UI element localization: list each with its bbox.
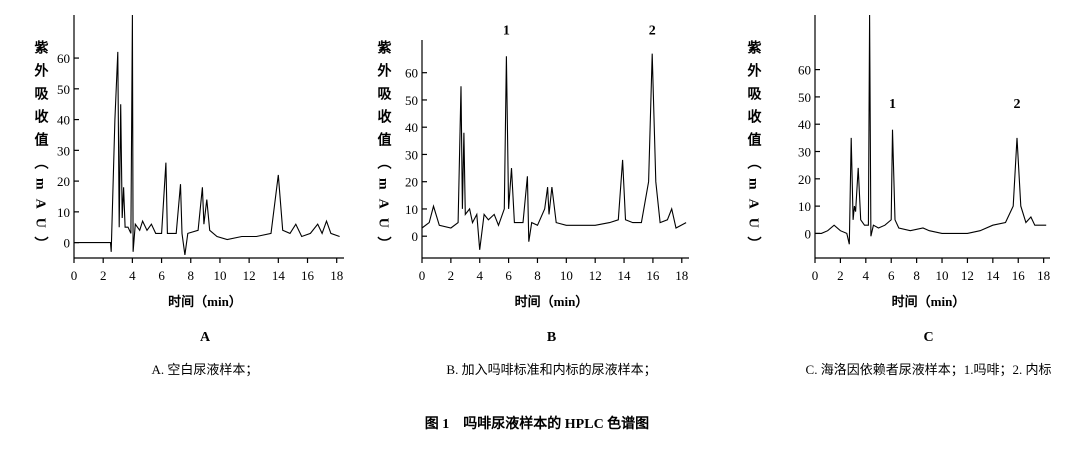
x-axis-label: 时间（min） [515,294,589,309]
figure-title: 图 1 吗啡尿液样本的 HPLC 色谱图 [425,415,649,432]
y-axis-label: 紫外吸收值（mAU） [376,39,393,260]
chromatogram-trace [421,53,687,250]
x-tick-label: 2 [448,268,455,283]
y-tick-label: 40 [798,117,811,132]
x-tick-label: 18 [1037,268,1050,283]
x-tick-label: 12 [961,268,974,283]
x-tick-label: 14 [272,268,286,283]
peak-label: 2 [649,24,656,39]
y-tick-label: 30 [57,143,70,158]
x-tick-label: 10 [936,268,949,283]
x-tick-label: 18 [675,268,688,283]
x-tick-label: 14 [986,268,1000,283]
panel-letter: B [547,330,556,345]
x-tick-label: 10 [560,268,573,283]
x-tick-label: 6 [158,268,165,283]
y-tick-label: 20 [57,174,70,189]
y-tick-label: 40 [57,113,70,128]
y-tick-label: 10 [405,202,418,217]
y-tick-label: 40 [405,120,418,135]
x-tick-label: 8 [534,268,541,283]
x-tick-label: 2 [837,268,844,283]
y-tick-label: 0 [64,236,71,251]
panel-caption: C. 海洛因依赖者尿液样本；1.吗啡；2. 内标 [806,362,1052,378]
peak-label: 1 [889,97,896,112]
y-tick-label: 30 [798,145,811,160]
x-tick-label: 2 [100,268,107,283]
x-tick-label: 16 [646,268,660,283]
y-tick-label: 30 [405,147,418,162]
y-tick-label: 20 [405,175,418,190]
y-tick-label: 60 [405,66,418,81]
y-tick-label: 50 [57,82,70,97]
panel-caption: A. 空白尿液样本； [152,362,259,378]
y-tick-label: 60 [57,51,70,66]
peak-label: 2 [1013,97,1020,112]
y-tick-label: 10 [798,199,811,214]
x-tick-label: 8 [188,268,195,283]
x-tick-label: 18 [330,268,343,283]
x-tick-label: 10 [213,268,226,283]
x-tick-label: 4 [476,268,483,283]
y-tick-label: 50 [798,90,811,105]
chromatogram-trace [74,14,340,255]
x-tick-label: 12 [589,268,602,283]
panel-letter: C [923,330,933,345]
x-axis-label: 时间（min） [892,294,966,309]
x-tick-label: 4 [863,268,870,283]
x-tick-label: 0 [419,268,426,283]
x-axis-label: 时间（min） [168,294,242,309]
x-tick-label: 14 [618,268,632,283]
y-tick-label: 0 [412,229,419,244]
x-tick-label: 16 [1012,268,1026,283]
x-tick-label: 0 [71,268,78,283]
y-tick-label: 50 [405,93,418,108]
y-axis-label: 紫外吸收值（mAU） [33,39,50,260]
y-tick-label: 20 [798,172,811,187]
panel-caption: B. 加入吗啡标准和内标的尿液样本； [446,362,656,378]
x-tick-label: 16 [301,268,315,283]
x-tick-label: 8 [913,268,920,283]
x-tick-label: 4 [129,268,136,283]
y-axis-label: 紫外吸收值（mAU） [746,39,763,260]
x-tick-label: 12 [243,268,256,283]
x-tick-label: 6 [888,268,895,283]
chromatogram-trace [815,14,1047,245]
y-tick-label: 10 [57,205,70,220]
x-tick-label: 6 [505,268,512,283]
peak-label: 1 [503,24,510,39]
y-tick-label: 60 [798,63,811,78]
panel-letter: A [200,330,211,345]
y-tick-label: 0 [805,226,812,241]
x-tick-label: 0 [812,268,819,283]
